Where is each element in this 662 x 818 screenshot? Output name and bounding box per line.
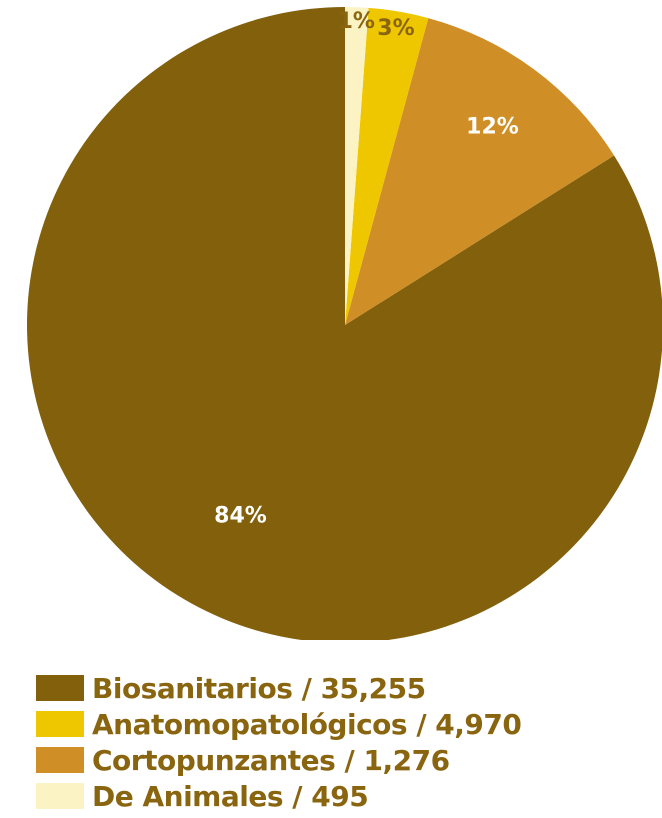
legend-swatch (36, 747, 84, 773)
chart-legend: Biosanitarios / 35,255 Anatomopatológicos… (36, 670, 522, 814)
legend-item: Biosanitarios / 35,255 (36, 670, 521, 706)
pie-slice-cortopunzantes (345, 18, 615, 325)
legend-item: Anatomopatológicos / 4,970 (36, 706, 522, 742)
pie-label-cortopunzantes: 12% (466, 115, 519, 140)
legend-swatch (36, 711, 84, 737)
pie-slice-de-animales (345, 7, 369, 325)
pie-labels: 84% 12% 3%1% (214, 9, 519, 528)
legend-item: Cortopunzantes / 1,276 (36, 742, 521, 778)
legend-swatch (36, 675, 84, 701)
pie-label-de-animales: 1% (338, 9, 375, 34)
legend-label: Biosanitarios / 35,255 (92, 671, 426, 705)
pie-slices (27, 7, 662, 640)
pie-slice-anatomopatol-gicos (345, 7, 429, 325)
legend-label: Anatomopatológicos / 4,970 (92, 707, 522, 741)
legend-label: De Animales / 495 (92, 779, 369, 813)
pie-label-biosanitarios: 84% (214, 503, 267, 528)
pie-chart: 84% 12% 3%1% (27, 7, 662, 640)
pie-label-anatomopatol-gicos: 3% (377, 16, 414, 41)
pie-slice-biosanitarios (27, 7, 662, 640)
legend-item: De Animales / 495 (36, 778, 521, 814)
legend-swatch (36, 783, 84, 809)
legend-label: Cortopunzantes / 1,276 (92, 743, 450, 777)
